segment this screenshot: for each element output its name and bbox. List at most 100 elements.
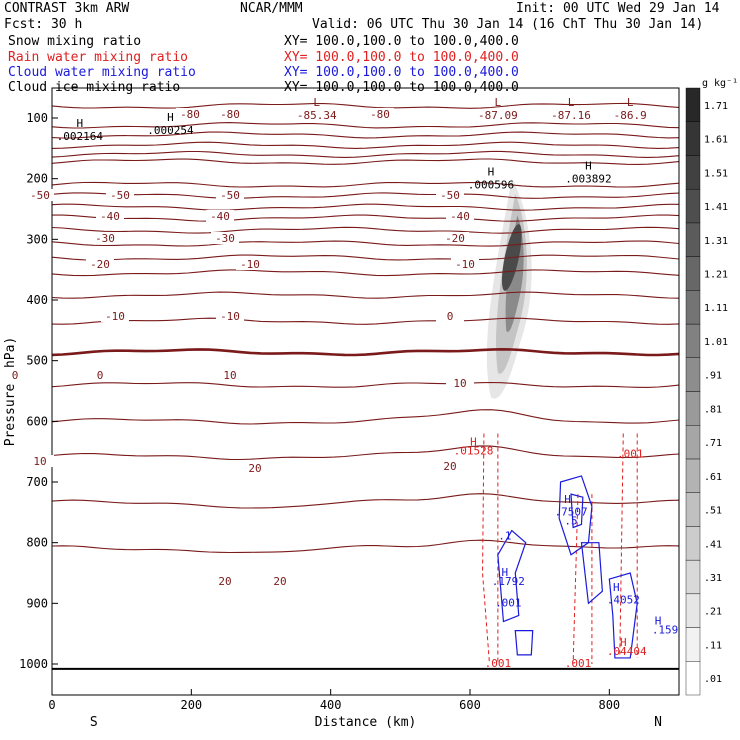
contour-label-bg: [266, 575, 294, 587]
contour-label-bg: [96, 210, 124, 222]
colorbar-swatch: [685, 290, 701, 325]
contour-label: -50: [220, 189, 240, 202]
contour-label-bg: [206, 210, 234, 222]
temperature-contour: [52, 192, 679, 199]
contour-label: 10: [223, 369, 236, 382]
contour-label: -80: [180, 108, 200, 121]
extremum-kind: H: [488, 166, 495, 179]
temperature-contour: [52, 158, 679, 165]
cloud-water-label: .5: [564, 514, 577, 527]
cloud-water-contour: [497, 529, 527, 623]
cloud-water-label: .1792: [492, 575, 525, 588]
colorbar-tick-label: 1.51: [704, 168, 728, 179]
contour-label-bg: [176, 108, 204, 120]
y-tick-label: 100: [26, 111, 48, 125]
colorbar-swatch: [685, 559, 701, 595]
field-xy-snow: XY= 100.0,100.0 to 100.0,400.0: [284, 34, 519, 49]
contour-label: -10: [220, 310, 240, 323]
temperature-contour: [52, 141, 679, 149]
contour-label: -80: [220, 108, 240, 121]
contour-label-bg: [441, 232, 469, 244]
contour-label-bg: [216, 310, 244, 322]
snow-shading: [486, 178, 532, 399]
y-axis-label: Pressure (hPa): [3, 337, 18, 447]
cloud-water-contour: [580, 542, 603, 605]
rain-label: H: [470, 436, 477, 449]
extremum-value: -87.16: [551, 109, 591, 122]
extremum-value: -86.9: [614, 109, 647, 122]
contour-label-bg: [446, 210, 474, 222]
colorbar-tick-label: .61: [704, 472, 722, 483]
extremum-value: -85.34: [297, 109, 337, 122]
contour-label-bg: [86, 369, 114, 381]
contour-label-bg: [436, 460, 464, 472]
contour-label-bg: [1, 369, 29, 381]
contour-label-bg: [366, 108, 394, 120]
contour-label: -30: [95, 232, 115, 245]
contour-label-bg: [241, 462, 269, 474]
temperature-contour: [52, 122, 679, 129]
extremum-value: .000254: [147, 124, 194, 137]
colorbar-tick-label: .51: [704, 506, 722, 517]
colorbar-swatch: [685, 627, 701, 662]
contour-label: -20: [445, 232, 465, 245]
contour-label: -10: [240, 258, 260, 271]
rain-contour: [572, 494, 593, 665]
colorbar-swatch: [685, 458, 701, 493]
extremum-value: .003892: [565, 173, 611, 186]
contour-label-bg: [446, 377, 474, 389]
rain-label: .001: [617, 448, 644, 461]
temperature-contour: [52, 181, 679, 188]
contour-label-bg: [101, 310, 129, 322]
cloud-water-label: .7507: [554, 505, 587, 518]
organization: NCAR/MMM: [240, 1, 303, 16]
field-label-snow: Snow mixing ratio: [8, 34, 142, 49]
cloud-water-contour: [514, 630, 534, 656]
contour-label: -80: [370, 108, 390, 121]
colorbar-tick-label: .11: [704, 640, 722, 651]
temperature-contour: [52, 409, 679, 425]
colorbar-tick-label: 1.21: [704, 269, 728, 280]
temperature-contour: [52, 317, 679, 325]
extremum-value: .002164: [57, 130, 104, 143]
colorbar-swatch: [685, 357, 701, 392]
contour-label: -50: [440, 189, 460, 202]
rain-contour: [619, 433, 638, 658]
contour-label: -20: [90, 258, 110, 271]
cloud-water-label: .4052: [607, 593, 640, 606]
contour-label-bg: [26, 455, 54, 467]
temperature-contour: [52, 347, 679, 357]
colorbar-swatch: [685, 87, 701, 122]
colorbar-swatch: [685, 492, 701, 527]
field-label-cloud-water: Cloud water mixing ratio: [8, 65, 196, 80]
colorbar-swatch: [685, 222, 701, 257]
x-tick-label: 200: [180, 698, 202, 712]
contour-label-bg: [436, 189, 464, 201]
south-label: S: [90, 715, 98, 730]
contour-label-bg: [216, 108, 244, 120]
contour-label-bg: [451, 258, 479, 270]
rain-label: .04404: [607, 645, 647, 658]
temperature-contour: [52, 131, 679, 139]
contour-label-bg: [236, 258, 264, 270]
extremum-kind: H: [77, 117, 84, 130]
temperature-contour: [52, 445, 679, 461]
colorbar-tick-label: 1.61: [704, 135, 728, 146]
colorbar-tick-label: 1.01: [704, 337, 728, 348]
field-xy-cloud-water: XY= 100.0,100.0 to 100.0,400.0: [284, 65, 519, 80]
colorbar-swatch: [685, 323, 701, 358]
rain-label: .001: [565, 657, 592, 670]
extremum-kind: L: [313, 96, 320, 109]
y-tick-label: 900: [26, 596, 48, 610]
contour-label-bg: [216, 369, 244, 381]
temperature-contour: [52, 254, 679, 261]
contour-label: -50: [30, 189, 50, 202]
colorbar-tick-label: .21: [704, 607, 722, 618]
colorbar-swatch: [685, 593, 701, 628]
contour-label: -30: [215, 232, 235, 245]
temperature-contour: [52, 150, 679, 158]
extremum-kind: L: [568, 96, 575, 109]
y-tick-label: 200: [26, 172, 48, 186]
cloud-water-label: H: [655, 615, 662, 628]
